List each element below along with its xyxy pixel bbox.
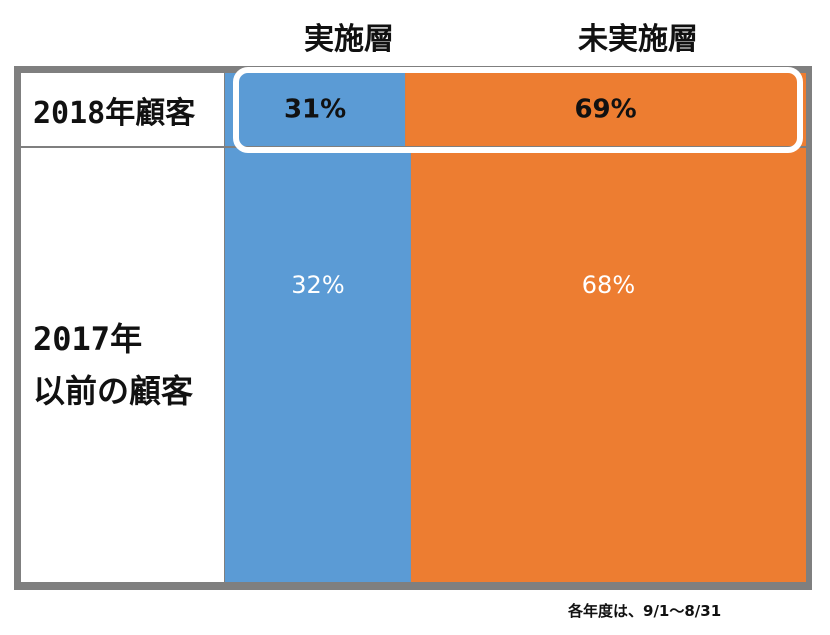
highlight-outline [233,67,803,153]
bar-segment-0-0 [225,73,406,146]
footnote: 各年度は、9/1～8/31 [568,602,722,620]
data-label-1-0: 32% [291,271,344,299]
column-header-not-implemented: 未実施層 [578,22,698,57]
row-label-2018-text: 2018年顧客 [33,95,196,131]
bar-segment-1-1 [410,148,806,582]
column-header-implemented: 実施層 [304,22,394,57]
stacked-bar-plot: 31% 69% 32% 68% [225,67,806,582]
data-label-1-1: 68% [582,271,635,299]
row-label-2017-text: 2017年 以前の顧客 [33,320,194,410]
bar-segment-1-0 [225,148,411,582]
bar-segment-0-1 [405,73,806,146]
data-label-0-1: 69% [574,95,636,125]
chart-frame: 2018年顧客 2017年 以前の顧客 31% 69% 32% 68% [14,66,812,590]
row-label-2018: 2018年顧客 [21,73,224,146]
row-label-2017: 2017年 以前の顧客 [21,148,224,582]
data-label-0-0: 31% [284,95,346,125]
